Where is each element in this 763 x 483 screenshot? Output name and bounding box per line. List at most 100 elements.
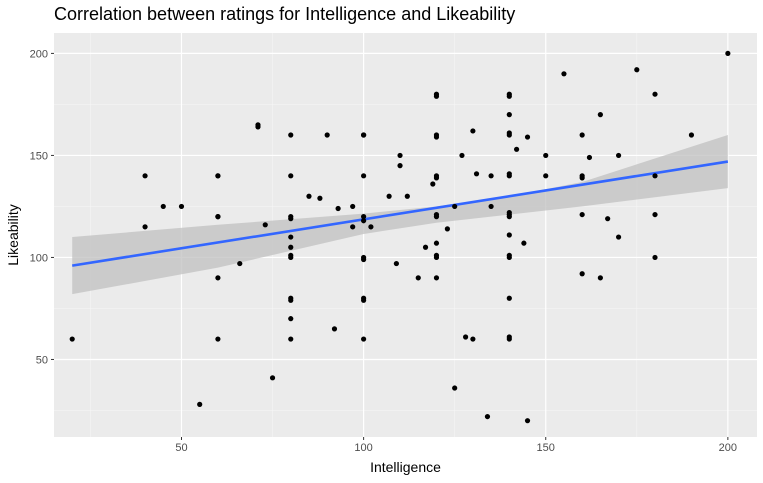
data-point <box>615 152 622 159</box>
x-tick-label: 50 <box>175 442 187 454</box>
data-point <box>335 205 341 212</box>
x-axis-ticks: 50 100 150 200 <box>175 437 737 454</box>
data-point <box>415 275 421 281</box>
data-point <box>237 260 243 267</box>
regression-line <box>72 160 729 267</box>
data-point <box>652 211 658 218</box>
data-point <box>397 152 403 159</box>
data-point <box>288 316 294 322</box>
data-point <box>350 203 356 210</box>
data-point <box>506 214 512 220</box>
data-point <box>579 211 585 218</box>
data-point <box>215 173 221 179</box>
data-point <box>397 163 403 169</box>
data-point <box>506 132 512 138</box>
data-point <box>524 134 531 140</box>
data-point <box>215 336 221 342</box>
data-point <box>506 336 512 342</box>
x-tick-label: 150 <box>537 442 555 454</box>
data-point <box>470 336 476 342</box>
data-point <box>324 132 330 138</box>
x-tick-label: 100 <box>354 442 372 454</box>
data-point <box>688 132 695 138</box>
data-point <box>463 334 469 340</box>
data-point <box>215 214 221 220</box>
data-point <box>579 175 585 181</box>
data-point <box>142 173 148 179</box>
data-point <box>506 93 512 99</box>
y-tick-label: 50 <box>36 354 48 366</box>
x-axis-title: Intelligence <box>370 459 441 475</box>
data-point <box>393 260 399 267</box>
data-point <box>386 193 392 199</box>
data-point <box>331 326 338 332</box>
y-axis-title: Likeability <box>5 204 21 265</box>
data-point <box>433 275 440 281</box>
data-point <box>361 218 367 224</box>
data-point <box>288 132 294 138</box>
data-point <box>350 224 356 230</box>
data-point <box>473 171 480 177</box>
data-point <box>288 244 294 250</box>
data-point <box>433 214 440 220</box>
y-tick-label: 200 <box>30 48 48 60</box>
data-point <box>597 275 603 281</box>
data-point <box>513 146 520 152</box>
data-point <box>288 254 294 261</box>
data-point <box>506 112 512 118</box>
x-tick-label: 200 <box>719 442 737 454</box>
data-point <box>579 132 585 138</box>
data-point <box>652 173 658 179</box>
data-point <box>361 173 367 179</box>
data-point <box>634 67 640 73</box>
data-point <box>579 271 585 277</box>
data-point <box>652 91 658 97</box>
data-point <box>506 254 512 261</box>
data-point <box>459 152 465 159</box>
data-point <box>160 203 166 210</box>
data-point <box>725 50 731 57</box>
data-point <box>317 195 323 201</box>
data-point <box>652 254 658 261</box>
data-point <box>452 203 458 210</box>
data-point <box>269 375 276 381</box>
data-point <box>561 71 567 77</box>
data-points <box>69 50 731 424</box>
data-point <box>615 234 622 240</box>
data-point <box>484 413 491 420</box>
data-point <box>452 385 458 391</box>
data-point <box>178 203 185 210</box>
data-point <box>433 93 440 99</box>
data-point <box>597 112 603 118</box>
data-point <box>288 336 294 342</box>
data-point <box>433 175 440 181</box>
data-point <box>422 244 429 250</box>
data-point <box>543 152 549 159</box>
data-point <box>506 295 512 301</box>
data-point <box>444 226 450 232</box>
data-point <box>404 193 410 199</box>
data-point <box>586 154 593 161</box>
data-point <box>368 224 374 230</box>
data-point <box>361 214 367 220</box>
data-point <box>488 203 494 210</box>
y-tick-label: 100 <box>30 252 48 264</box>
data-point <box>197 401 203 407</box>
data-point <box>215 275 221 281</box>
minor-gridlines <box>54 33 757 437</box>
data-point <box>433 240 440 246</box>
data-point <box>524 418 531 424</box>
data-point <box>488 173 494 179</box>
data-point <box>543 173 549 179</box>
data-point <box>262 222 268 228</box>
data-point <box>470 128 476 134</box>
data-point <box>506 232 512 238</box>
chart-title: Correlation between ratings for Intellig… <box>54 4 516 24</box>
data-point <box>361 336 367 342</box>
data-point <box>69 336 75 342</box>
y-axis-ticks: 50 100 150 200 <box>30 48 54 366</box>
data-point <box>255 124 261 130</box>
data-point <box>306 193 312 199</box>
data-point <box>288 234 294 240</box>
